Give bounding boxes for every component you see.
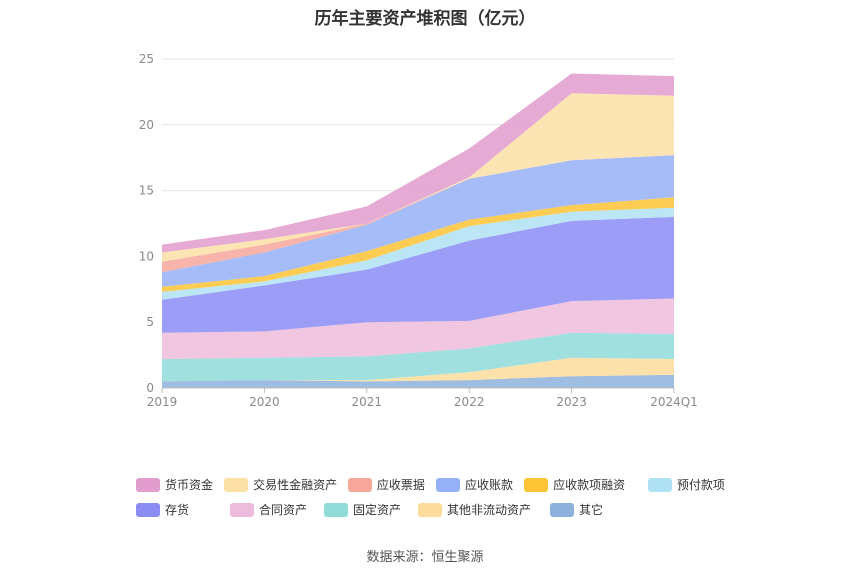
x-tick-label: 2023 [556,395,587,409]
area-series-应收票据 [162,155,674,273]
legend-swatch [435,477,460,492]
legend-item[interactable]: 固定资产 [324,501,413,518]
legend-label: 应收票据 [376,478,425,492]
stacked-area-chart: 0 5 10 15 20 25 2019 2020 2021 2022 2023 2024Q1 [139,52,698,409]
legend-row: 货币资金 交易性金融资产 应收票据 应收账款 应收款项融资 预付款项 [136,472,736,497]
legend-item[interactable]: 应收款项融资 [524,476,643,493]
area-series-固定资产 [162,332,674,382]
legend-item[interactable]: 应收账款 [435,476,519,493]
x-tick-label: 2020 [249,395,280,409]
area-series-应收款项融资 [162,197,674,292]
data-source-note: 数据来源：恒生聚源 [366,550,484,565]
legend-item[interactable]: 其他非流动资产 [418,501,545,518]
legend-swatch [524,477,549,492]
legend-label: 其他非流动资产 [447,503,532,517]
legend-swatch [230,502,254,517]
y-tick-label: 5 [146,315,154,329]
area-series-交易性金融资产 [162,93,674,262]
legend-label: 货币资金 [165,478,214,492]
legend-swatch [418,502,442,517]
legend-item[interactable]: 预付款项 [647,476,731,493]
legend-item[interactable]: 货币资金 [136,476,219,493]
x-tick-label: 2024Q1 [650,395,698,409]
legend-label: 合同资产 [259,503,308,517]
y-tick-label: 15 [139,184,154,198]
x-tick-label: 2021 [352,395,383,409]
legend-row: 存货 合同资产 固定资产 其他非流动资产 其它 [136,497,736,522]
legend-label: 应收账款 [464,478,513,492]
area-series-存货 [162,216,674,333]
legend-label: 交易性金融资产 [253,478,338,492]
legend-label: 其它 [579,503,604,517]
legend-swatch [136,477,160,492]
legend-swatch [136,502,160,517]
y-tick-label: 25 [139,52,154,66]
chart-title: 历年主要资产堆积图（亿元） [314,9,536,29]
legend: 货币资金 交易性金融资产 应收票据 应收账款 应收款项融资 预付款项存货 合同资产 固定资产 其… [136,472,736,522]
legend-swatch [347,477,372,492]
legend-item[interactable]: 其它 [550,501,639,518]
x-tick-label: 2022 [454,395,485,409]
y-tick-label: 0 [146,381,154,395]
legend-item[interactable]: 应收票据 [347,476,431,493]
area-series-其它 [162,374,674,388]
legend-label: 固定资产 [353,503,402,517]
legend-label: 应收款项融资 [553,478,626,492]
area-series-应收账款 [162,155,674,287]
legend-swatch [224,477,249,492]
axes: 0 5 10 15 20 25 2019 2020 2021 2022 2023 2024Q1 [139,52,698,409]
y-tick-label: 20 [139,118,154,132]
legend-swatch [324,502,348,517]
legend-label: 存货 [165,503,190,517]
y-tick-label: 10 [139,249,154,263]
area-series [162,73,674,388]
x-tick-label: 2019 [147,395,178,409]
legend-item[interactable]: 存货 [136,501,225,518]
area-series-货币资金 [162,73,674,253]
legend-item[interactable]: 合同资产 [230,501,319,518]
area-series-预付款项 [162,207,674,300]
legend-label: 预付款项 [676,478,725,492]
area-series-合同资产 [162,298,674,359]
legend-swatch [647,477,672,492]
legend-swatch [550,502,574,517]
area-series-其他非流动资产 [162,357,674,382]
legend-item[interactable]: 交易性金融资产 [224,476,343,493]
